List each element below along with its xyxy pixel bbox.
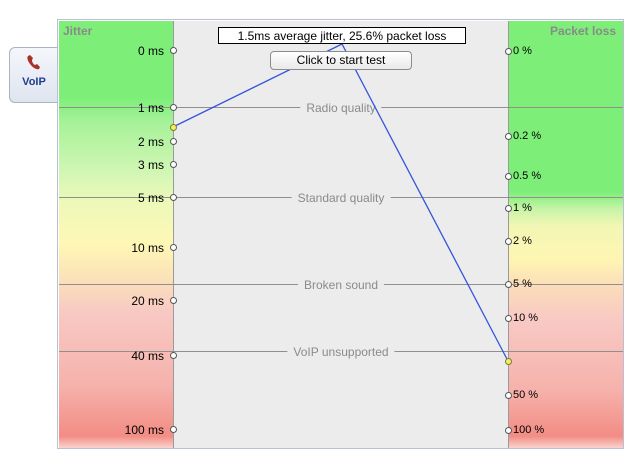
jitter-tick: 20 ms: [131, 294, 164, 308]
packet-loss-axis: [508, 21, 509, 448]
jitter-tick-marker: [170, 138, 177, 145]
packet-loss-scale-column: [509, 21, 623, 448]
jitter-tick-marker: [170, 244, 177, 251]
jitter-result-marker: [170, 124, 177, 131]
jitter-axis: [173, 21, 174, 448]
packet-loss-tick-marker: [505, 427, 512, 434]
voip-quality-panel: Jitter Packet loss Radio quality Standar…: [57, 19, 624, 449]
packet-loss-tick-marker: [505, 133, 512, 140]
jitter-tick: 2 ms: [137, 135, 164, 149]
jitter-tick-marker: [170, 104, 177, 111]
result-line-overlay: [172, 43, 509, 362]
result-line: [172, 43, 509, 362]
packet-loss-tick-marker: [505, 238, 512, 245]
packet-loss-header: Packet loss: [549, 24, 616, 38]
packet-loss-tick: 100 %: [513, 424, 545, 436]
packet-loss-tick: 50 %: [513, 389, 539, 401]
jitter-tick: 100 ms: [124, 423, 164, 437]
packet-loss-tick-marker: [505, 281, 512, 288]
jitter-tick: 10 ms: [131, 241, 164, 255]
packet-loss-tick: 2 %: [513, 235, 532, 247]
packet-loss-tick-marker: [505, 48, 512, 55]
jitter-tick-marker: [170, 426, 177, 433]
packet-loss-result-marker: [505, 358, 512, 365]
packet-loss-tick-marker: [505, 392, 512, 399]
chart-center-area: [174, 21, 509, 448]
packet-loss-tick-marker: [505, 315, 512, 322]
jitter-scale-column: [59, 21, 174, 448]
start-test-button[interactable]: Click to start test: [270, 51, 412, 70]
quality-label-radio: Radio quality: [300, 101, 382, 115]
jitter-tick: 40 ms: [131, 349, 164, 363]
packet-loss-tick: 0 %: [513, 45, 532, 57]
jitter-header: Jitter: [63, 24, 93, 38]
voip-tab[interactable]: VoIP: [9, 47, 57, 103]
jitter-tick-marker: [170, 161, 177, 168]
jitter-tick-marker: [170, 47, 177, 54]
quality-label-unsupported: VoIP unsupported: [287, 345, 395, 359]
phone-icon: [27, 55, 40, 70]
packet-loss-tick: 0.2 %: [513, 130, 542, 142]
quality-label-broken: Broken sound: [297, 278, 385, 292]
packet-loss-tick: 0.5 %: [513, 170, 542, 182]
voip-tab-label: VoIP: [22, 76, 46, 88]
packet-loss-tick: 10 %: [513, 312, 539, 324]
jitter-tick: 3 ms: [137, 158, 164, 172]
jitter-tick: 5 ms: [137, 191, 164, 205]
packet-loss-tick: 1 %: [513, 202, 532, 214]
packet-loss-tick-marker: [505, 205, 512, 212]
jitter-tick: 0 ms: [137, 44, 164, 58]
jitter-tick-marker: [170, 194, 177, 201]
packet-loss-tick: 5 %: [513, 278, 532, 290]
jitter-tick-marker: [170, 297, 177, 304]
quality-label-standard: Standard quality: [291, 191, 391, 205]
jitter-tick: 1 ms: [137, 101, 164, 115]
jitter-tick-marker: [170, 352, 177, 359]
packet-loss-tick-marker: [505, 173, 512, 180]
result-summary: 1.5ms average jitter, 25.6% packet loss: [218, 27, 466, 44]
